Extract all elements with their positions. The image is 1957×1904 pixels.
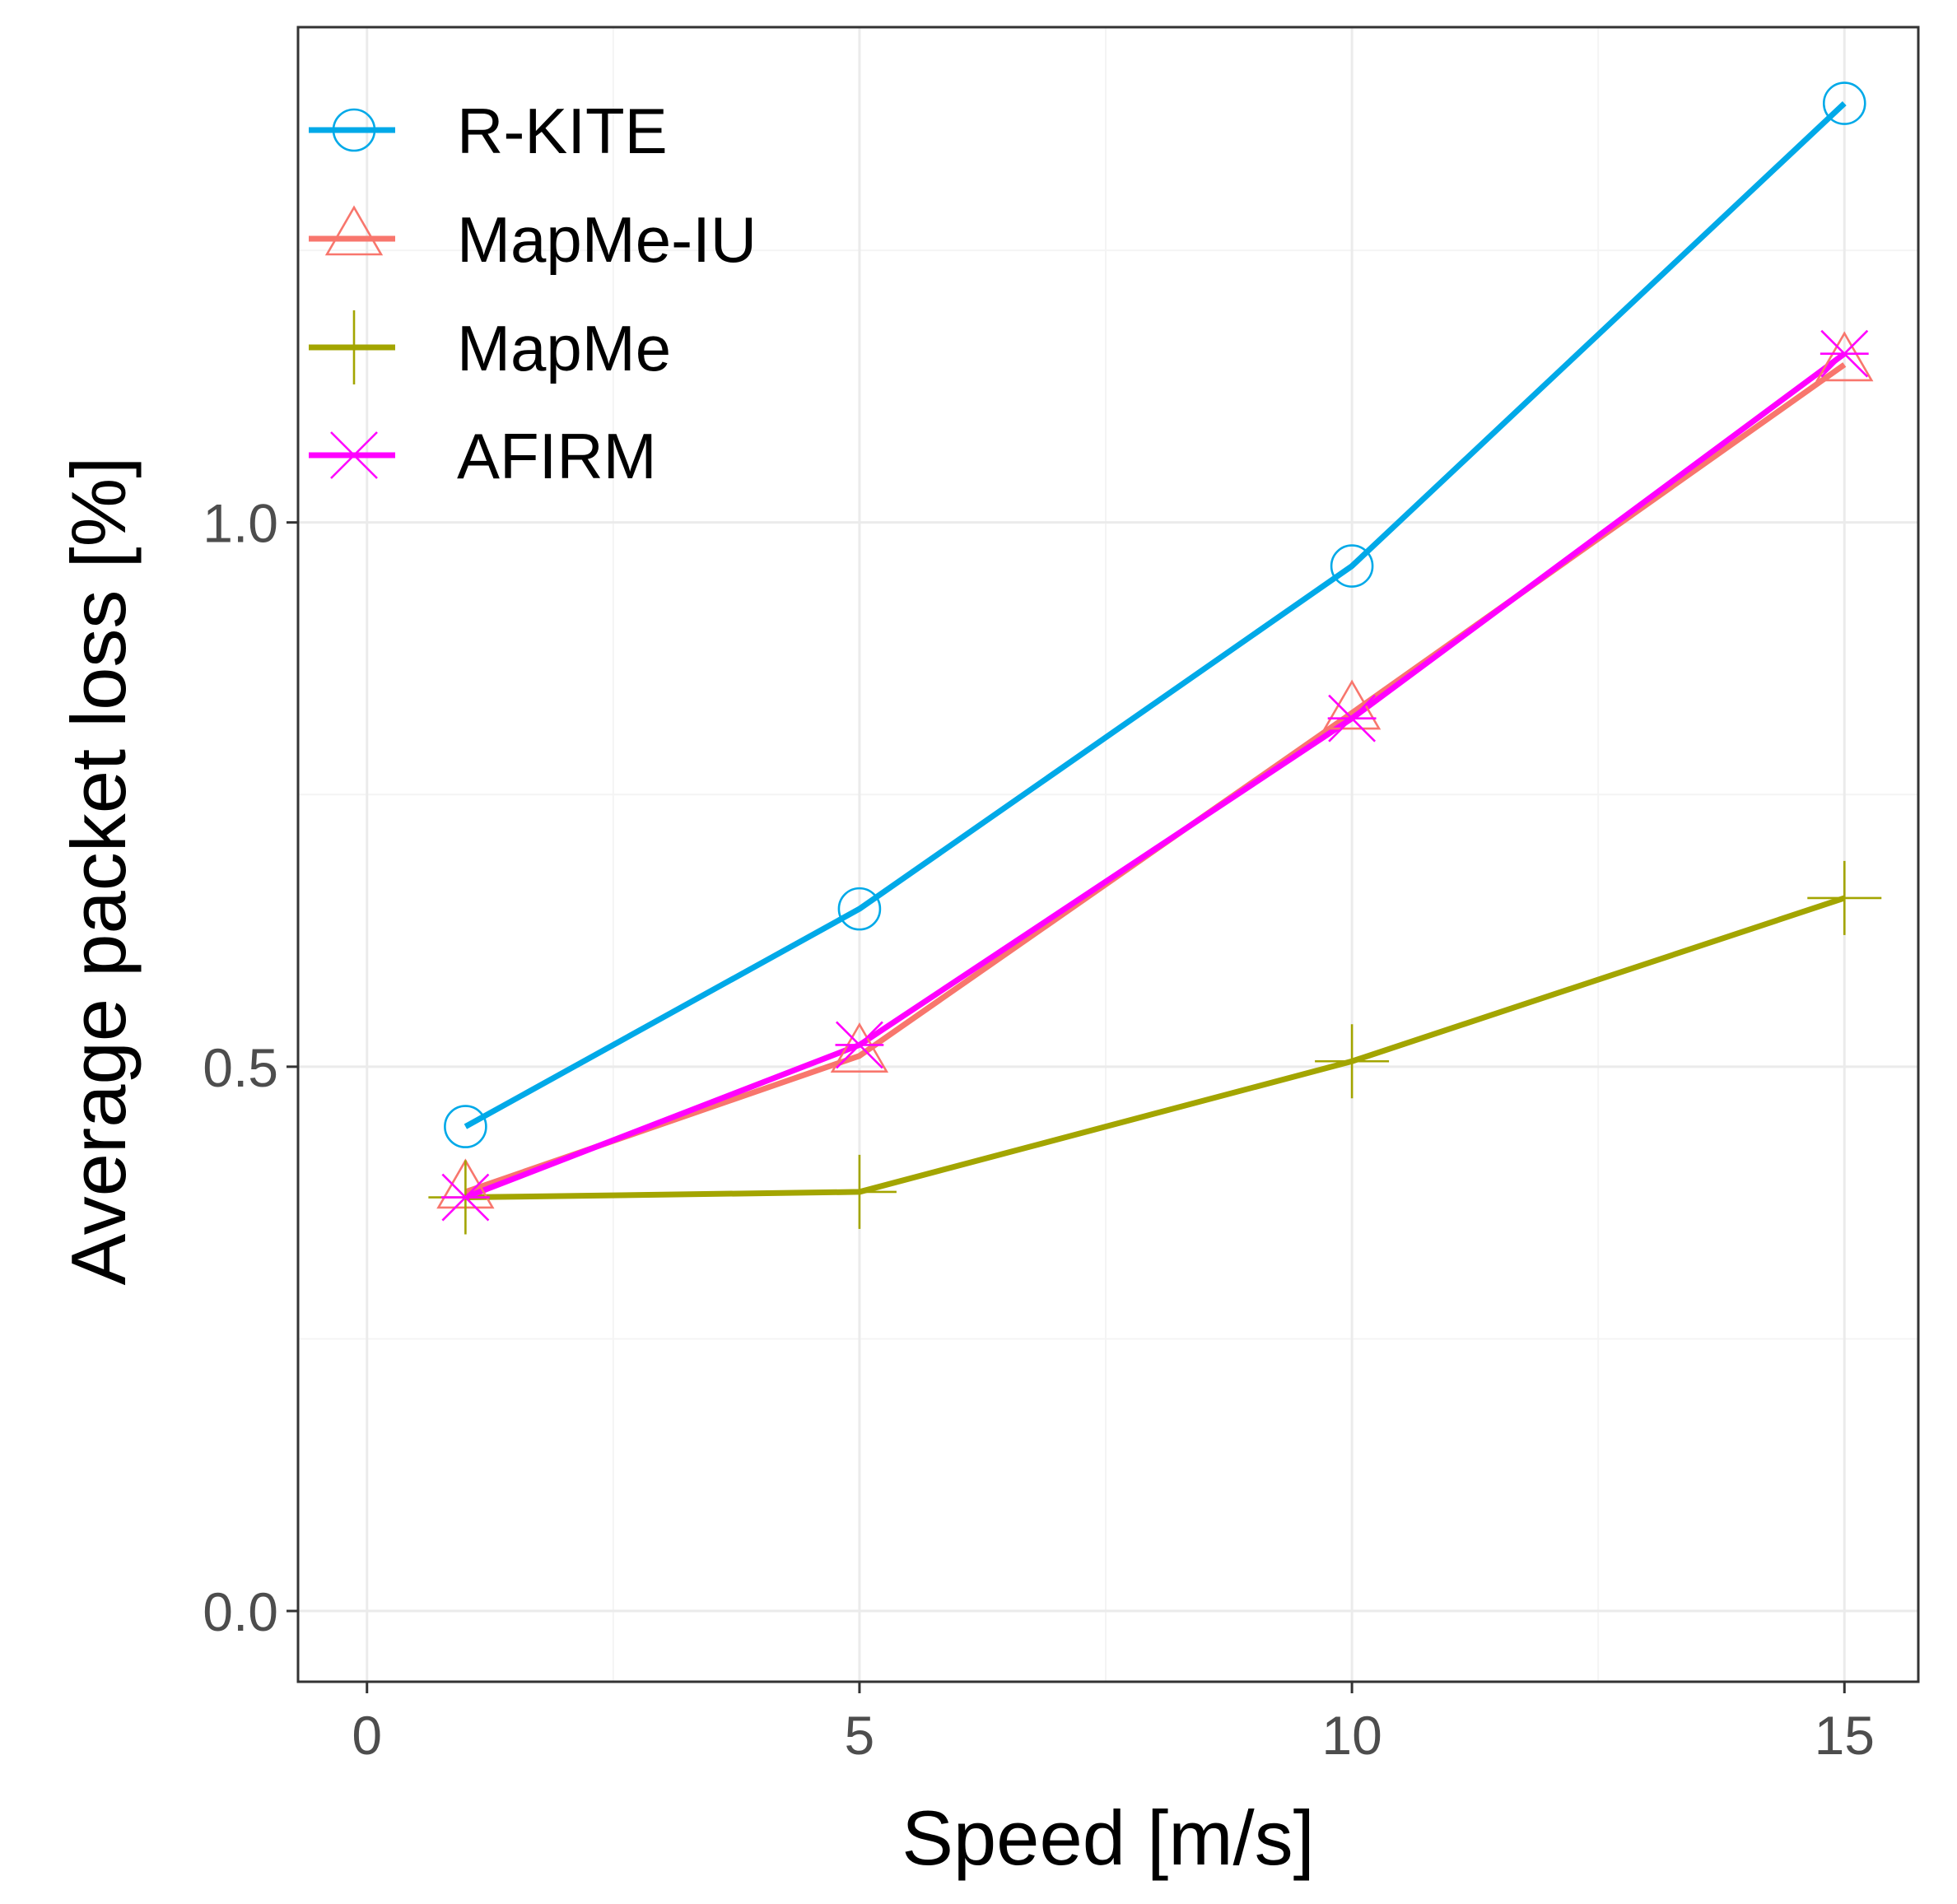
x-tick-label: 5 (845, 1705, 875, 1766)
x-tick-label: 10 (1321, 1705, 1382, 1766)
x-axis-title: Speed [m/s] (902, 1795, 1315, 1881)
series-line-mapme (465, 895, 1846, 1201)
data-point (1807, 860, 1882, 935)
data-point (822, 1154, 897, 1229)
data-point (444, 1105, 487, 1148)
legend-label: MapMe-IU (457, 203, 757, 276)
legend-label: R-KITE (457, 95, 668, 167)
y-tick-label: 0.5 (203, 1037, 278, 1098)
legend-item: R-KITE (309, 95, 668, 167)
data-point (1315, 1024, 1390, 1099)
y-tick-label: 0.0 (203, 1581, 278, 1642)
data-point (1327, 694, 1377, 743)
series-line-r-kite (464, 101, 1847, 1129)
legend-label: MapMe (457, 312, 671, 384)
x-tick-label: 0 (352, 1705, 382, 1766)
data-point (440, 1173, 490, 1222)
series-markers-r-kite (444, 81, 1866, 1148)
series-group (428, 81, 1882, 1235)
legend-key-marker (332, 108, 376, 152)
series-line-afirm (464, 351, 1847, 1200)
data-point (1815, 331, 1874, 382)
data-point (1820, 329, 1869, 378)
legend-item: MapMe-IU (309, 203, 757, 276)
series-markers-afirm (440, 329, 1869, 1222)
legend-key-marker (324, 205, 384, 256)
legend-label: AFIRM (457, 420, 657, 492)
y-axis-title: Average packet loss [%] (55, 457, 142, 1286)
data-point (835, 1021, 884, 1069)
axis-ticks: 0 5 10 15 0.0 0.5 1.0 (203, 493, 1875, 1766)
legend-item: MapMe (309, 310, 671, 384)
data-point (1822, 81, 1866, 125)
legend-item: AFIRM (309, 420, 657, 492)
legend-key-marker (317, 310, 391, 384)
legend-key-marker (329, 431, 379, 479)
data-point (837, 887, 882, 931)
panel-border (296, 26, 1920, 1683)
legend: R-KITE MapMe-IU MapMe AFIRM (309, 95, 757, 492)
data-point (830, 1022, 889, 1073)
x-tick-label: 15 (1815, 1705, 1875, 1766)
y-tick-label: 1.0 (203, 493, 278, 554)
data-point (1330, 544, 1374, 588)
